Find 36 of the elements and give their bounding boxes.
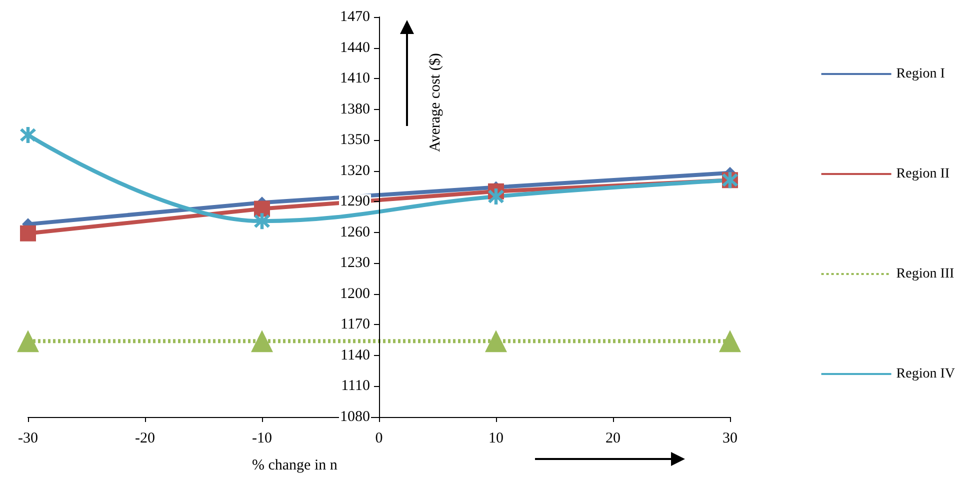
y-tick-label: 1260 (340, 224, 370, 240)
y-tick-label: 1290 (340, 194, 370, 210)
y-tick-label: 1140 (340, 347, 370, 364)
y-tick-label: 1350 (340, 132, 370, 148)
point (254, 200, 270, 217)
y-tick-label: 1320 (340, 162, 370, 179)
point (20, 126, 36, 143)
x-tick-label: 0 (375, 430, 383, 446)
x-tick-label: 30 (722, 430, 738, 446)
point (20, 225, 36, 242)
legend-label: Region II (896, 166, 950, 182)
legend-label: Region IV (896, 366, 956, 382)
legend-label: Region III (896, 266, 955, 282)
y-tick-label: 1230 (340, 255, 370, 272)
y-tick-label: 1410 (340, 70, 370, 87)
x-tick-label: -30 (18, 430, 38, 446)
y-tick-label: 1440 (340, 40, 370, 56)
legend-label: Region I (896, 66, 946, 82)
y-tick-label: 1470 (340, 9, 370, 25)
x-tick-label: -10 (252, 430, 272, 446)
x-tick-label: 20 (606, 430, 620, 446)
point (719, 330, 741, 352)
y-axis-title: Average cost ($) (428, 53, 444, 152)
y-tick-label: 1170 (340, 316, 370, 333)
y-tick-label: 1110 (341, 378, 370, 394)
point (251, 330, 273, 352)
x-tick-label: -20 (135, 430, 155, 446)
x-tick-label: 10 (488, 430, 504, 446)
x-axis-title: % change in n (252, 458, 338, 474)
y-tick-label: 1200 (340, 286, 370, 302)
point (254, 213, 270, 230)
point (17, 330, 39, 352)
point (488, 188, 504, 204)
y-tick-label: 1080 (340, 409, 370, 425)
y-tick-label: 1380 (340, 101, 370, 118)
point (485, 330, 507, 352)
